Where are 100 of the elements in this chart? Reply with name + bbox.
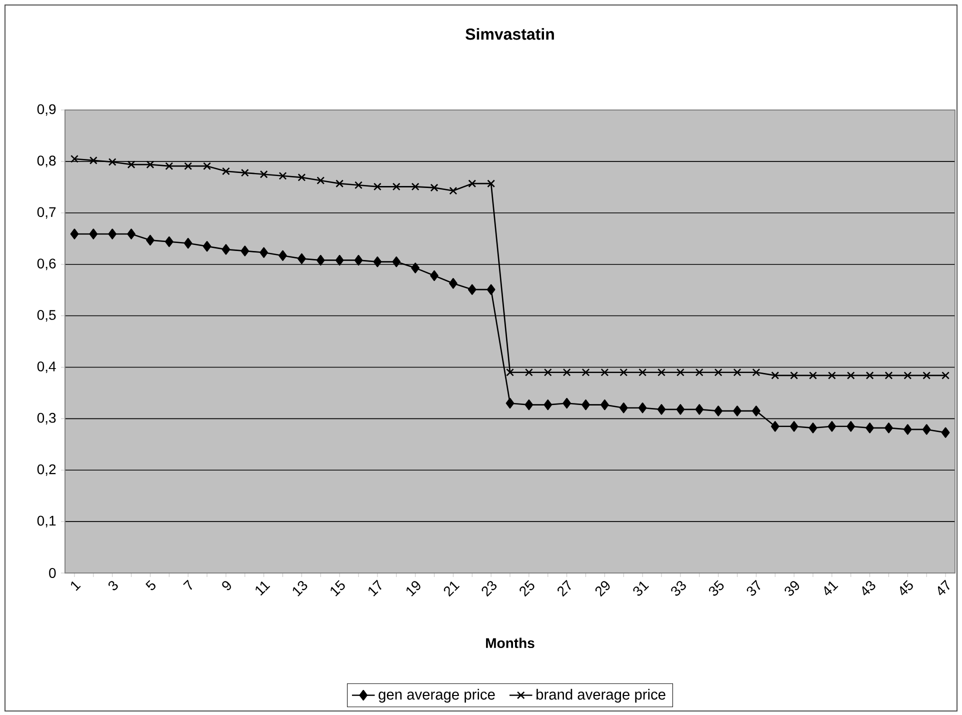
point [620,368,628,376]
point [222,244,230,255]
x-tick-label: 7 [183,580,192,590]
x-tick-label: 29 [595,581,610,597]
point [922,371,931,380]
point [202,241,212,252]
point [70,154,78,163]
x-tick-label: 35 [708,580,724,596]
point [562,398,571,409]
y-tick-label: 0,2 [37,464,56,476]
x-axis-title: Months [486,638,534,648]
y-tick-label: 0,9 [37,104,56,116]
x-tick-label: 13 [292,580,308,596]
point [582,399,590,410]
point [449,186,458,195]
point [544,399,552,410]
y-tick-label: 0,3 [37,412,56,424]
point [336,180,344,188]
legend-label: brand average price [536,688,666,703]
point [695,368,704,376]
point [411,262,420,274]
point [904,424,912,435]
point [770,421,780,432]
point [771,371,780,380]
x-tick-label: 25 [520,580,534,597]
point [562,368,571,376]
point [506,368,514,376]
point [676,404,685,415]
point [184,162,192,170]
point [240,246,250,256]
y-tick-label: 0,7 [37,207,56,219]
point [203,162,211,170]
x-tick-label: 43 [862,580,876,596]
point [108,228,117,240]
chart-title: Simvastatin [466,28,554,40]
point [316,254,325,266]
y-tick-label: 0,1 [37,516,56,528]
point [127,160,136,169]
point [430,184,438,192]
point [638,402,647,414]
x-tick-label: 45 [900,580,913,596]
y-tick-label: 0,5 [37,310,56,322]
point [657,404,666,415]
point [468,284,476,295]
x-tick-label: 27 [558,580,571,597]
point [790,371,798,380]
point [638,368,647,376]
point [790,421,798,432]
point [866,422,874,434]
point [506,398,514,409]
point [884,422,893,434]
point [942,371,950,380]
point [430,270,438,281]
point [733,406,742,416]
point [544,368,552,376]
point [164,236,174,248]
point [468,180,476,188]
x-tick-label: 47 [938,580,950,596]
x-tick-label: 5 [146,580,156,590]
point [524,368,533,376]
point [487,180,496,188]
x-tick-label: 33 [671,580,686,596]
x-tick-label: 21 [444,582,460,597]
y-tick-label: 0,4 [37,361,56,374]
point [392,182,400,191]
point [809,371,817,380]
point [411,182,420,191]
point [582,368,590,376]
point [354,181,362,190]
x-tick-label: 17 [368,580,382,596]
point [373,256,382,268]
point [70,228,79,240]
x-tick-label: 41 [824,581,838,596]
point [222,167,230,176]
point [316,176,325,184]
point [884,371,893,380]
point [808,422,818,434]
point [714,406,722,416]
point [278,172,287,180]
point [846,371,855,380]
x-tick-label: 3 [108,580,118,590]
y-tick-label: 0,6 [37,258,56,270]
x-tick-label: 11 [256,581,270,596]
x-tick-label: 37 [746,580,760,596]
point [658,368,666,376]
point [146,160,154,169]
x-tick-label: 1 [71,581,81,591]
point [941,427,950,438]
point [600,368,609,376]
y-tick-label: 0,8 [37,156,56,168]
point [714,368,722,376]
point [752,406,760,416]
point [524,399,534,410]
point [298,253,306,264]
point [184,238,192,249]
point [89,156,98,164]
point [335,254,344,266]
point [89,228,98,240]
point [260,170,268,178]
x-tick-label: 9 [222,581,231,590]
